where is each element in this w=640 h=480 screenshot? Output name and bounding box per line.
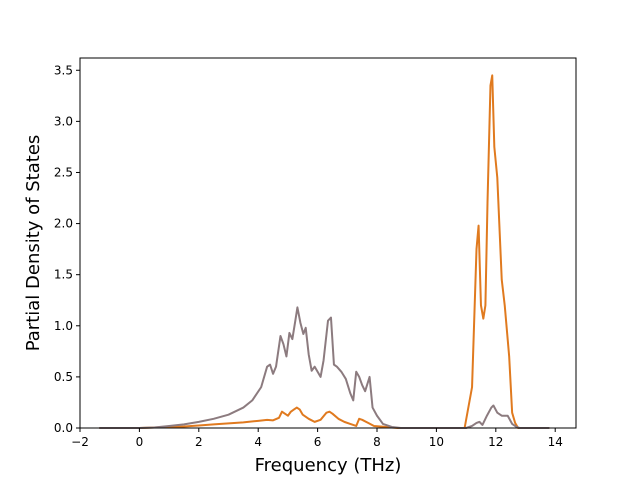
y-tick-label: 1.0 <box>54 319 73 333</box>
series-line-2 <box>99 306 550 429</box>
plot-area <box>99 74 550 429</box>
x-tick-label: 14 <box>548 435 563 449</box>
x-tick-label: 6 <box>314 435 322 449</box>
x-tick-label: 10 <box>429 435 444 449</box>
x-tick-label: −2 <box>71 435 89 449</box>
x-tick-label: 8 <box>373 435 381 449</box>
series-line-1 <box>99 74 550 429</box>
x-axis-label: Frequency (THz) <box>255 455 402 476</box>
y-axis-label: Partial Density of States <box>23 135 44 352</box>
x-axis: −2 0 2 4 6 8 10 12 14 <box>71 428 563 449</box>
x-tick-label: 12 <box>488 435 503 449</box>
y-tick-label: 0.0 <box>54 421 73 435</box>
y-tick-label: 0.5 <box>54 370 73 384</box>
x-tick-label: 0 <box>136 435 144 449</box>
x-tick-label: 2 <box>195 435 203 449</box>
y-tick-label: 3.5 <box>54 63 73 77</box>
series-layer <box>99 74 550 429</box>
y-tick-label: 2.0 <box>54 217 73 231</box>
y-tick-label: 1.5 <box>54 268 73 282</box>
y-axis: 0.0 0.5 1.0 1.5 2.0 2.5 3.0 3.5 <box>54 63 80 435</box>
y-tick-label: 2.5 <box>54 165 73 179</box>
y-tick-label: 3.0 <box>54 114 73 128</box>
x-tick-label: 4 <box>254 435 262 449</box>
axes-frame <box>79 57 577 429</box>
